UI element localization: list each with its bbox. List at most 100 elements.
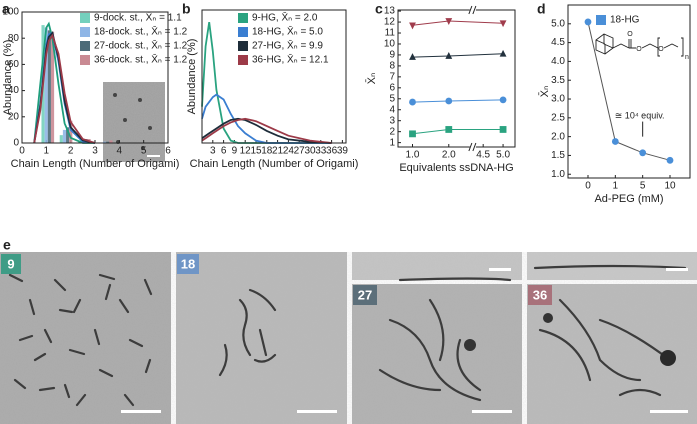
y-tick-label: 2.5 bbox=[551, 112, 565, 123]
line bbox=[412, 20, 504, 26]
x-tick-label: 36 bbox=[326, 146, 338, 157]
x-tick-label: 33 bbox=[315, 146, 327, 157]
bar bbox=[109, 140, 113, 143]
line bbox=[33, 21, 95, 144]
line bbox=[201, 117, 332, 144]
marker bbox=[445, 18, 453, 25]
x-tick-label: 4.5 bbox=[476, 150, 490, 161]
bar bbox=[106, 141, 110, 143]
inset-micrograph bbox=[103, 82, 165, 162]
x-tick-label: 1 bbox=[613, 181, 619, 192]
y-axis-label: X̄ₙ bbox=[538, 86, 551, 98]
legend-swatch bbox=[80, 13, 90, 23]
y-tick-label: 2.0 bbox=[551, 131, 565, 142]
x-tick-label: 3 bbox=[210, 146, 216, 157]
x-axis-label: Equivalents ssDNA-HG bbox=[399, 162, 513, 174]
marker bbox=[596, 15, 606, 25]
marker bbox=[499, 20, 507, 28]
legend-swatch bbox=[80, 27, 90, 37]
badge: 27 bbox=[358, 287, 372, 302]
y-tick-label: 13 bbox=[384, 6, 396, 17]
plot-frame bbox=[567, 4, 691, 179]
x-tick-label: 0 bbox=[19, 146, 25, 157]
line bbox=[201, 117, 332, 144]
marker bbox=[666, 156, 674, 164]
marker bbox=[445, 97, 453, 105]
bar bbox=[50, 31, 55, 143]
y-tick-label: 10 bbox=[384, 39, 396, 50]
y-tick-label: 2 bbox=[389, 126, 395, 137]
x-axis-label: Chain Length (Number of Origami) bbox=[11, 158, 180, 170]
y-tick-label: 80 bbox=[8, 33, 20, 44]
panel-label: d bbox=[537, 1, 546, 17]
bar bbox=[69, 120, 73, 143]
line bbox=[33, 33, 96, 144]
x-tick-label: 30 bbox=[304, 146, 316, 157]
x-axis-label: Ad-PEG (mM) bbox=[594, 193, 663, 205]
legend-label: 27-dock. st., X̄ₙ = 1.2 bbox=[94, 39, 188, 52]
y-tick-label: 3.0 bbox=[551, 94, 565, 105]
axis-break bbox=[468, 142, 477, 152]
bar bbox=[44, 27, 48, 143]
marker bbox=[611, 138, 619, 145]
legend-swatch bbox=[238, 41, 248, 51]
legend-swatch bbox=[80, 55, 90, 65]
y-tick-label: 4.0 bbox=[551, 56, 565, 67]
structure-label: n bbox=[685, 54, 689, 61]
x-tick-label: 24 bbox=[283, 146, 295, 157]
y-tick-label: 1.5 bbox=[551, 150, 565, 161]
x-tick-label: 21 bbox=[272, 146, 284, 157]
x-tick-label: 5.0 bbox=[496, 150, 510, 161]
legend-label: 36-dock. st., X̄ₙ = 1.2 bbox=[94, 53, 188, 66]
x-tick-label: 1 bbox=[44, 146, 50, 157]
marker bbox=[584, 18, 592, 26]
bar bbox=[59, 135, 63, 143]
y-tick-label: 6 bbox=[389, 82, 395, 93]
structure bbox=[657, 37, 684, 57]
legend-label: 18-HG, X̄ₙ = 5.0 bbox=[252, 25, 323, 38]
y-tick-label: 11 bbox=[385, 28, 396, 39]
y-tick-label: 100 bbox=[2, 7, 19, 18]
marker bbox=[409, 53, 416, 60]
annotation: ≅ 10⁴ equiv. bbox=[615, 110, 665, 120]
badge: 18 bbox=[181, 256, 195, 271]
marker bbox=[499, 49, 507, 57]
legend-label: 9-HG, X̄ₙ = 2.0 bbox=[252, 11, 318, 24]
x-tick-label: 15 bbox=[250, 146, 262, 157]
x-axis-label: Chain Length (Number of Origami) bbox=[190, 158, 359, 170]
y-axis-label: Abundance (%) bbox=[2, 40, 14, 116]
line bbox=[587, 21, 671, 161]
legend-swatch bbox=[238, 13, 248, 23]
y-tick-label: 8 bbox=[389, 61, 395, 72]
badge: 9 bbox=[7, 256, 14, 271]
y-tick-label: 1 bbox=[389, 137, 395, 148]
line bbox=[412, 129, 504, 135]
bar bbox=[103, 141, 107, 143]
y-tick-label: 4.5 bbox=[551, 37, 565, 48]
x-tick-label: 18 bbox=[261, 146, 273, 157]
y-tick-label: 5.0 bbox=[551, 18, 565, 29]
legend-label: 18-dock. st., X̄ₙ = 1.2 bbox=[94, 25, 188, 38]
y-tick-label: 60 bbox=[8, 59, 20, 70]
line bbox=[412, 99, 504, 103]
micrographs bbox=[0, 252, 697, 424]
x-tick-label: 4 bbox=[117, 146, 123, 157]
legend-label: 27-HG, X̄ₙ = 9.9 bbox=[252, 39, 323, 52]
line bbox=[412, 53, 504, 58]
panel-label: a bbox=[2, 1, 10, 17]
marker bbox=[409, 98, 416, 106]
x-tick-label: 3 bbox=[92, 146, 98, 157]
y-tick-label: 4 bbox=[389, 104, 395, 115]
marker bbox=[445, 52, 453, 59]
bar bbox=[47, 30, 51, 144]
y-tick-label: 0 bbox=[13, 138, 19, 149]
legend-label: 18-HG bbox=[610, 15, 640, 26]
y-tick-label: 12 bbox=[384, 17, 396, 28]
plot-frame bbox=[21, 11, 169, 144]
marker bbox=[639, 149, 647, 157]
bar bbox=[62, 129, 67, 143]
x-tick-label: 12 bbox=[240, 146, 252, 157]
legend-label: 9-dock. st., X̄ₙ = 1.1 bbox=[94, 11, 182, 24]
x-tick-label: 10 bbox=[664, 181, 676, 192]
